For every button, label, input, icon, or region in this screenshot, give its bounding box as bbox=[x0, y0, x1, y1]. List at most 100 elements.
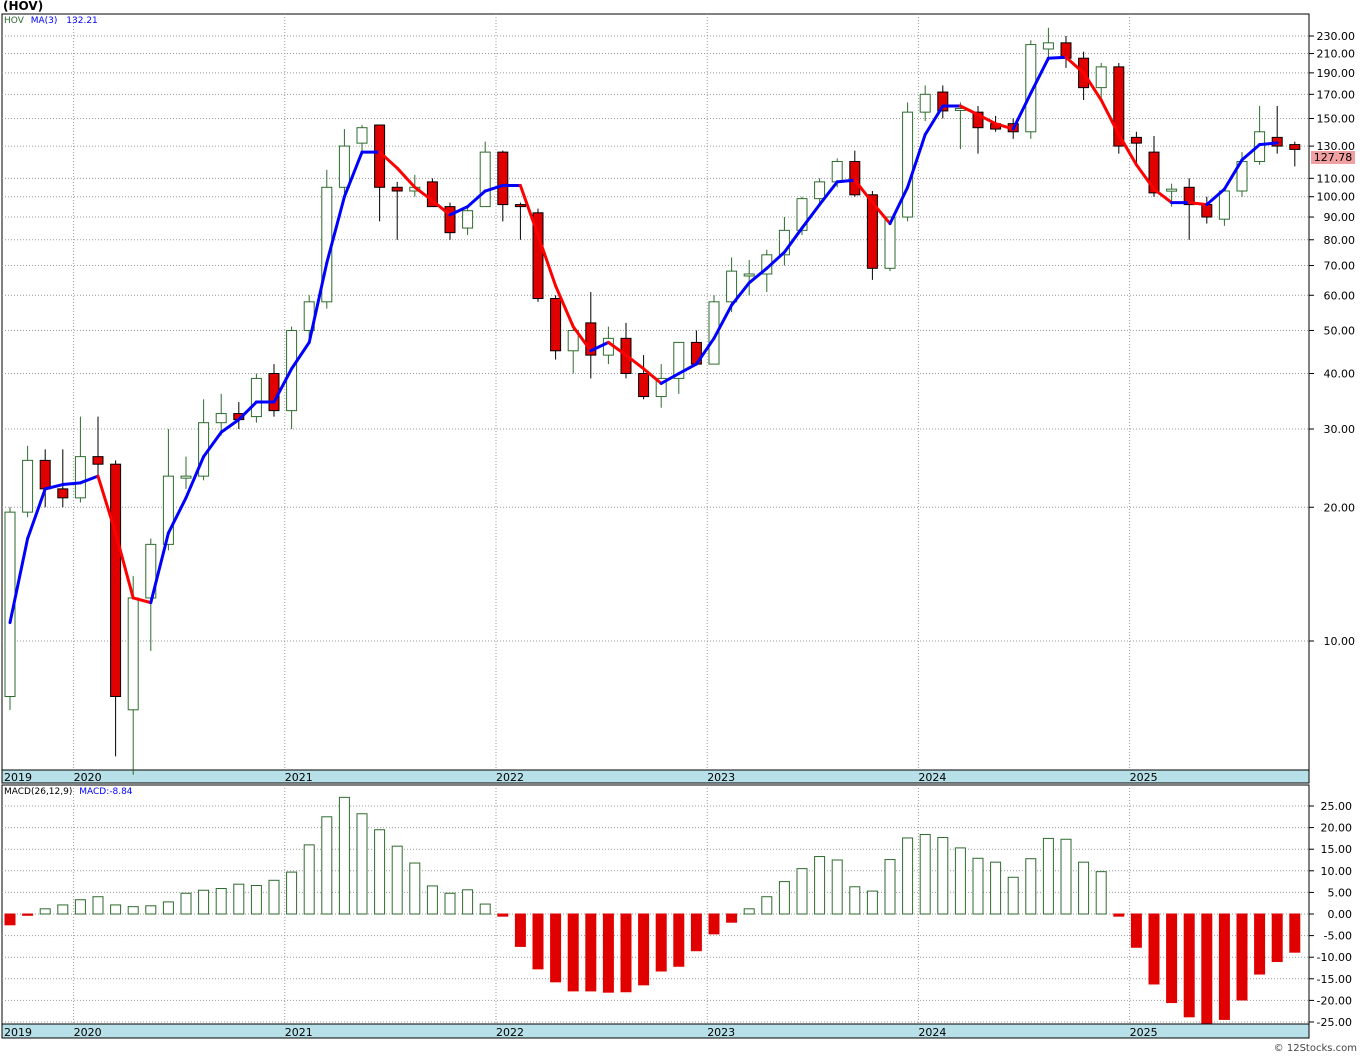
candle-body bbox=[338, 145, 350, 188]
macd-bar bbox=[1201, 913, 1213, 1027]
macd-bar bbox=[374, 829, 386, 915]
ma-segment bbox=[747, 266, 769, 285]
ma-segment bbox=[606, 340, 628, 357]
macd-bar bbox=[937, 837, 949, 915]
candle-body bbox=[215, 413, 227, 424]
macd-bar bbox=[127, 906, 139, 915]
candle-body bbox=[1201, 204, 1213, 218]
macd-bar bbox=[972, 857, 984, 915]
year-label: 2019 bbox=[4, 771, 32, 784]
candle-body bbox=[831, 161, 843, 183]
candle-body bbox=[937, 91, 949, 112]
ma-segment bbox=[1187, 201, 1209, 207]
ma-segment bbox=[342, 150, 364, 199]
ma-segment bbox=[237, 400, 258, 422]
macd-bar bbox=[831, 859, 843, 915]
ma-segment bbox=[149, 531, 170, 605]
candle-body bbox=[567, 329, 579, 352]
ma-segment bbox=[571, 325, 593, 353]
macd-bar bbox=[57, 904, 69, 915]
candle-body bbox=[162, 475, 174, 545]
price-ytick-label: 170.00 bbox=[1317, 88, 1356, 101]
macd-bar bbox=[198, 889, 210, 915]
candle-body bbox=[1042, 42, 1054, 50]
macd-bar bbox=[1078, 861, 1090, 915]
credit-text: © 12Stocks.com bbox=[1273, 1043, 1357, 1054]
ma-segment bbox=[677, 362, 698, 376]
macd-x-axis: 2019 2020 2021 2022 2023 2024 2025 bbox=[4, 1026, 1158, 1039]
candle-body bbox=[180, 475, 192, 479]
macd-bar bbox=[1113, 913, 1125, 917]
price-grid bbox=[2, 14, 1309, 770]
ma-segment bbox=[290, 340, 311, 371]
ma-segment bbox=[448, 205, 470, 217]
candle-body bbox=[479, 151, 491, 208]
macd-bar bbox=[303, 844, 315, 915]
candle-body bbox=[814, 181, 826, 200]
ma-segment bbox=[782, 226, 804, 254]
macd-bar bbox=[338, 796, 350, 915]
legend-macd-value: MACD:-8.84 bbox=[79, 787, 133, 797]
last-price-badge: 127.78 bbox=[1311, 151, 1355, 164]
macd-bar bbox=[356, 813, 368, 915]
ma-segment bbox=[61, 481, 82, 487]
candle-body bbox=[1183, 186, 1195, 206]
macd-ytick-label: 5.00 bbox=[1328, 886, 1353, 899]
candle-body bbox=[22, 459, 34, 513]
candle-body bbox=[1148, 151, 1160, 194]
macd-bar bbox=[1218, 913, 1230, 1020]
macd-bar bbox=[567, 913, 579, 992]
macd-bar bbox=[585, 913, 597, 992]
ma-segment bbox=[536, 233, 558, 288]
ma-segment bbox=[554, 284, 575, 329]
candle-body bbox=[1095, 66, 1107, 89]
macd-bar bbox=[1166, 913, 1178, 1004]
candle-body bbox=[268, 373, 280, 412]
macd-grid bbox=[2, 785, 1309, 1024]
macd-bar bbox=[215, 888, 227, 915]
year-label: 2021 bbox=[285, 771, 313, 784]
ma-segment bbox=[114, 531, 135, 600]
macd-bar bbox=[462, 889, 474, 915]
price-ytick-label: 130.00 bbox=[1317, 140, 1356, 153]
year-label: 2022 bbox=[496, 1026, 524, 1039]
ma-segment bbox=[888, 185, 910, 226]
ma-segment bbox=[26, 487, 47, 541]
candle-body bbox=[356, 127, 368, 144]
ma-segment bbox=[307, 261, 329, 344]
macd-bar bbox=[1148, 913, 1160, 985]
ma-segment bbox=[624, 353, 646, 371]
macd-bar bbox=[620, 913, 632, 993]
ma-segment bbox=[642, 367, 663, 385]
price-ytick-label: 210.00 bbox=[1317, 48, 1356, 61]
year-label: 2024 bbox=[918, 1026, 946, 1039]
ma-segment bbox=[395, 166, 417, 189]
price-ytick-label: 80.00 bbox=[1324, 234, 1356, 247]
macd-bar bbox=[1060, 838, 1072, 915]
macd-bar bbox=[1271, 913, 1283, 963]
macd-bar bbox=[919, 834, 931, 915]
macd-bar bbox=[22, 913, 34, 916]
macd-bar bbox=[1025, 858, 1037, 915]
candle-body bbox=[778, 229, 790, 256]
candle-body bbox=[673, 341, 685, 379]
candle-body bbox=[884, 216, 896, 269]
price-ytick-label: 70.00 bbox=[1324, 260, 1356, 273]
candle-body bbox=[92, 456, 104, 465]
ma-segment bbox=[184, 455, 206, 500]
candle-body bbox=[1254, 131, 1266, 163]
candle-body bbox=[1166, 188, 1178, 192]
price-ytick-label: 40.00 bbox=[1324, 368, 1356, 381]
macd-bar bbox=[74, 899, 86, 915]
macd-bar bbox=[145, 905, 157, 915]
ma-segment bbox=[1099, 98, 1121, 137]
legend-ma-label: MA(3) bbox=[30, 16, 58, 26]
macd-bar bbox=[39, 908, 51, 915]
macd-bar bbox=[321, 816, 333, 915]
macd-date-band bbox=[1, 1023, 1310, 1039]
candle-body bbox=[743, 273, 755, 277]
ma-segment bbox=[1205, 187, 1226, 207]
year-label: 2020 bbox=[74, 771, 102, 784]
price-x-axis: 2019 2020 2021 2022 2023 2024 2025 bbox=[4, 771, 1158, 784]
